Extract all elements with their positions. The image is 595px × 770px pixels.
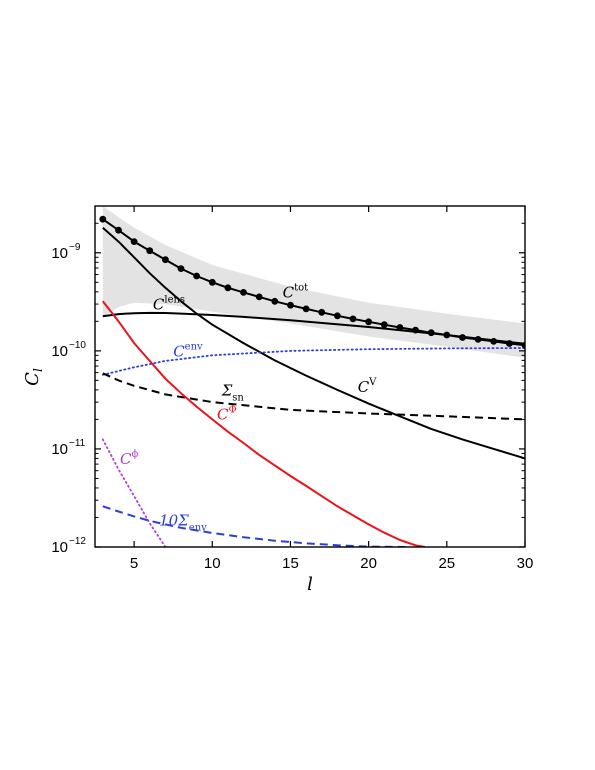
curve-env — [101, 347, 525, 376]
marker-tot — [443, 331, 451, 339]
x-axis-title: l — [307, 574, 313, 595]
y-tick-label: 10 — [51, 441, 68, 458]
label-lens: Clens — [153, 294, 185, 313]
marker-tot — [208, 278, 216, 286]
marker-tot — [115, 226, 122, 234]
label-phi: Cϕ — [120, 449, 138, 468]
uncertainty-band — [102, 206, 525, 358]
label-env: Cenv — [173, 341, 203, 360]
marker-tot — [162, 256, 169, 264]
plot-frame — [94, 205, 526, 548]
marker-tot — [99, 215, 107, 223]
marker-tot — [349, 315, 357, 323]
y-tick-exponent: −11 — [69, 438, 86, 449]
y-tick-exponent: −10 — [69, 340, 86, 351]
marker-tot — [224, 284, 232, 292]
y-tick-label: 10 — [51, 539, 68, 556]
y-tick-label: 10 — [51, 343, 68, 360]
marker-tot — [490, 338, 498, 345]
marker-tot — [365, 318, 372, 326]
curve-Phi — [102, 300, 426, 547]
curve-10env — [102, 505, 408, 547]
svg-text:Cl: Cl — [22, 368, 45, 386]
x-tick-label: 20 — [360, 555, 377, 572]
marker-tot — [271, 297, 279, 305]
curve-V — [102, 227, 525, 460]
marker-tot — [459, 334, 466, 341]
marker-tot — [334, 312, 341, 320]
markers — [99, 215, 525, 349]
marker-tot — [302, 305, 310, 313]
marker-tot — [474, 336, 482, 343]
y-axis-title-sub: l — [31, 368, 45, 372]
x-tick-label: 15 — [282, 555, 299, 572]
marker-tot — [412, 326, 419, 334]
marker-tot — [380, 321, 388, 329]
label-V: CV — [358, 377, 377, 396]
x-tick-label: 30 — [517, 555, 534, 572]
marker-tot — [130, 238, 138, 246]
marker-tot — [396, 324, 404, 331]
marker-tot — [506, 340, 513, 347]
curve-phi — [101, 438, 167, 547]
y-tick-label: 10 — [51, 245, 68, 262]
marker-tot — [521, 341, 525, 349]
label-tot: Ctot — [283, 283, 309, 302]
marker-tot — [177, 265, 185, 272]
marker-tot — [255, 293, 263, 301]
marker-tot — [146, 247, 154, 255]
marker-tot — [240, 289, 247, 296]
marker-tot — [318, 308, 326, 316]
x-tick-label: 10 — [204, 555, 221, 572]
marker-tot — [427, 329, 435, 337]
x-tick-label: 25 — [438, 555, 455, 572]
y-tick-exponent: −9 — [69, 242, 81, 253]
label-10env: 10Σenv — [159, 512, 207, 534]
marker-tot — [193, 272, 201, 280]
y-axis-title-base: C — [22, 372, 43, 386]
label-sn: Σsn — [221, 382, 245, 404]
curves — [101, 218, 525, 547]
marker-tot — [287, 301, 294, 309]
x-tick-label: 5 — [130, 555, 138, 572]
y-axis-title: Cl — [22, 368, 45, 386]
label-Phi: CΦ — [217, 404, 237, 423]
y-tick-exponent: −12 — [69, 536, 86, 547]
band-area — [102, 206, 525, 358]
